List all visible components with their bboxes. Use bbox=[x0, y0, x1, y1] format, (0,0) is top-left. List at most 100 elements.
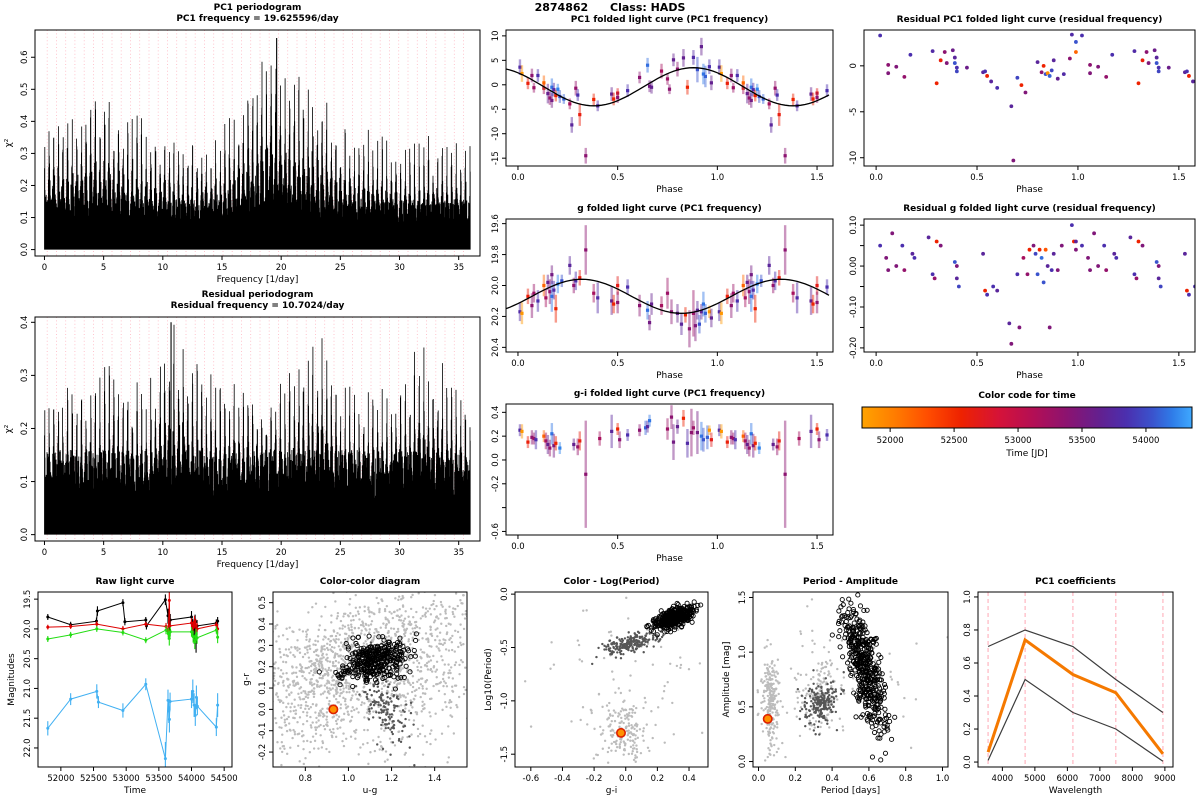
svg-text:0.0: 0.0 bbox=[20, 243, 30, 257]
svg-text:-0.10: -0.10 bbox=[849, 296, 859, 318]
svg-text:-0.5: -0.5 bbox=[500, 639, 510, 656]
svg-text:0.4: 0.4 bbox=[258, 617, 268, 631]
svg-text:g-r: g-r bbox=[242, 673, 252, 686]
svg-text:0.0: 0.0 bbox=[511, 173, 525, 183]
svg-text:0.0: 0.0 bbox=[258, 703, 268, 717]
svg-text:22.0: 22.0 bbox=[23, 738, 33, 757]
svg-text:Magnitudes: Magnitudes bbox=[7, 653, 17, 706]
svg-text:54500: 54500 bbox=[211, 774, 238, 784]
svg-text:Residual periodogram: Residual periodogram bbox=[202, 290, 314, 300]
svg-text:0.4: 0.4 bbox=[20, 115, 30, 129]
svg-text:52000: 52000 bbox=[47, 774, 74, 784]
svg-text:Phase: Phase bbox=[656, 554, 683, 564]
svg-text:0.1: 0.1 bbox=[258, 681, 268, 695]
svg-text:20: 20 bbox=[276, 548, 287, 558]
svg-text:Log10(Period): Log10(Period) bbox=[484, 648, 494, 711]
svg-text:0.4: 0.4 bbox=[491, 406, 501, 420]
svg-text:30: 30 bbox=[394, 548, 405, 558]
svg-text:-1.0: -1.0 bbox=[500, 693, 510, 710]
svg-text:0.0: 0.0 bbox=[869, 359, 883, 369]
svg-text:0.4: 0.4 bbox=[20, 316, 30, 330]
svg-text:0.8: 0.8 bbox=[299, 774, 313, 784]
svg-text:0.3: 0.3 bbox=[20, 147, 30, 161]
svg-text:1.5: 1.5 bbox=[1172, 359, 1186, 369]
svg-text:1.4: 1.4 bbox=[428, 774, 442, 784]
svg-text:10: 10 bbox=[491, 30, 501, 41]
svg-text:20.4: 20.4 bbox=[491, 338, 501, 357]
svg-text:0.2: 0.2 bbox=[491, 429, 501, 443]
svg-text:0: 0 bbox=[42, 263, 47, 273]
panel-gi-folded-light-curve: 0.0 0.5 1.0 1.5 0.4 0.2 0.0 -0.2 -0.6 g-i folded … bbox=[491, 389, 834, 564]
svg-text:-0.2: -0.2 bbox=[258, 744, 268, 761]
svg-text:0.0: 0.0 bbox=[869, 173, 883, 183]
svg-text:0.5: 0.5 bbox=[970, 173, 984, 183]
svg-text:21.5: 21.5 bbox=[23, 709, 33, 728]
svg-text:0.2: 0.2 bbox=[20, 422, 30, 436]
svg-text:Phase: Phase bbox=[1016, 185, 1043, 195]
svg-text:19.6: 19.6 bbox=[491, 214, 501, 233]
svg-text:0.3: 0.3 bbox=[20, 369, 30, 383]
svg-text:χ²: χ² bbox=[4, 424, 14, 433]
svg-text:15: 15 bbox=[217, 548, 228, 558]
svg-text:Color - Log(Period): Color - Log(Period) bbox=[564, 577, 660, 587]
svg-text:-0.1: -0.1 bbox=[258, 722, 268, 739]
panel-pc1-folded-light-curve: 0.0 0.5 1.0 1.5 10 5 0 -5 -10 -15 PC1 folded light… bbox=[491, 15, 834, 195]
svg-text:10: 10 bbox=[157, 263, 168, 273]
svg-text:1.0: 1.0 bbox=[711, 542, 725, 552]
page-title: 2874862 Class: HADS bbox=[440, 1, 780, 14]
svg-text:0.0: 0.0 bbox=[491, 453, 501, 467]
svg-text:g-i folded light curve (PC1 fr: g-i folded light curve (PC1 frequency) bbox=[574, 389, 765, 399]
svg-text:0.0: 0.0 bbox=[619, 774, 633, 784]
svg-text:0.1: 0.1 bbox=[20, 475, 30, 489]
svg-text:Residual g folded light curve: Residual g folded light curve (residual … bbox=[903, 204, 1156, 214]
svg-text:53000: 53000 bbox=[113, 774, 140, 784]
svg-text:-1.5: -1.5 bbox=[500, 746, 510, 763]
svg-text:0.4: 0.4 bbox=[682, 774, 696, 784]
svg-text:0.0: 0.0 bbox=[511, 359, 525, 369]
svg-text:5: 5 bbox=[491, 58, 501, 63]
panel-time-colorbar: 52000 52500 53000 53500 54000 Color code for … bbox=[861, 391, 1193, 459]
svg-text:0.0: 0.0 bbox=[500, 587, 510, 601]
svg-text:χ²: χ² bbox=[4, 138, 14, 147]
panel-residual-periodogram: 0 5 10 15 20 25 30 35 0.0 0.1 0.2 0.3 0.4 Residual pe… bbox=[4, 290, 481, 570]
svg-text:20.0: 20.0 bbox=[23, 619, 33, 638]
svg-text:20.0: 20.0 bbox=[491, 276, 501, 295]
svg-text:0.3: 0.3 bbox=[258, 639, 268, 653]
svg-text:Frequency [1/day]: Frequency [1/day] bbox=[217, 275, 299, 285]
svg-text:Time [JD]: Time [JD] bbox=[1005, 449, 1048, 459]
svg-text:54000: 54000 bbox=[178, 774, 205, 784]
svg-text:52500: 52500 bbox=[80, 774, 107, 784]
svg-text:Color-color diagram: Color-color diagram bbox=[320, 577, 421, 587]
svg-text:1.5: 1.5 bbox=[810, 359, 824, 369]
svg-text:Color code for time: Color code for time bbox=[978, 391, 1075, 401]
svg-text:0.00: 0.00 bbox=[849, 257, 859, 276]
svg-text:0: 0 bbox=[849, 63, 859, 68]
svg-text:-0.2: -0.2 bbox=[491, 475, 501, 492]
svg-text:20.2: 20.2 bbox=[491, 307, 501, 326]
svg-text:0.0: 0.0 bbox=[20, 528, 30, 542]
svg-text:15: 15 bbox=[217, 263, 228, 273]
svg-text:PC1 frequency = 19.625596/day: PC1 frequency = 19.625596/day bbox=[176, 14, 338, 24]
svg-text:0.1: 0.1 bbox=[20, 211, 30, 225]
panel-raw-light-curve: 52000 52500 53000 53500 54000 54500 19.5 20.0 20… bbox=[7, 577, 238, 796]
panel-residual-g-folded-light-curve: 0.0 0.5 1.0 1.5 0.10 0.00 -0.10 -0.20 Residual g… bbox=[849, 204, 1196, 381]
svg-text:53000: 53000 bbox=[1005, 436, 1032, 446]
svg-text:Time: Time bbox=[123, 786, 146, 796]
svg-text:0.10: 0.10 bbox=[849, 216, 859, 235]
svg-text:-15: -15 bbox=[491, 151, 501, 165]
svg-text:0: 0 bbox=[42, 548, 47, 558]
svg-text:0.5: 0.5 bbox=[611, 542, 625, 552]
svg-text:19.5: 19.5 bbox=[23, 590, 33, 609]
svg-text:0.5: 0.5 bbox=[970, 359, 984, 369]
svg-text:21.0: 21.0 bbox=[23, 679, 33, 698]
svg-text:Phase: Phase bbox=[656, 371, 683, 381]
svg-text:1.5: 1.5 bbox=[810, 173, 824, 183]
svg-text:5: 5 bbox=[101, 548, 106, 558]
svg-text:PC1 periodogram: PC1 periodogram bbox=[214, 3, 302, 13]
svg-text:u-g: u-g bbox=[363, 786, 378, 796]
svg-text:g-i: g-i bbox=[606, 786, 617, 796]
svg-text:1.0: 1.0 bbox=[1071, 173, 1085, 183]
svg-text:-0.4: -0.4 bbox=[554, 774, 571, 784]
